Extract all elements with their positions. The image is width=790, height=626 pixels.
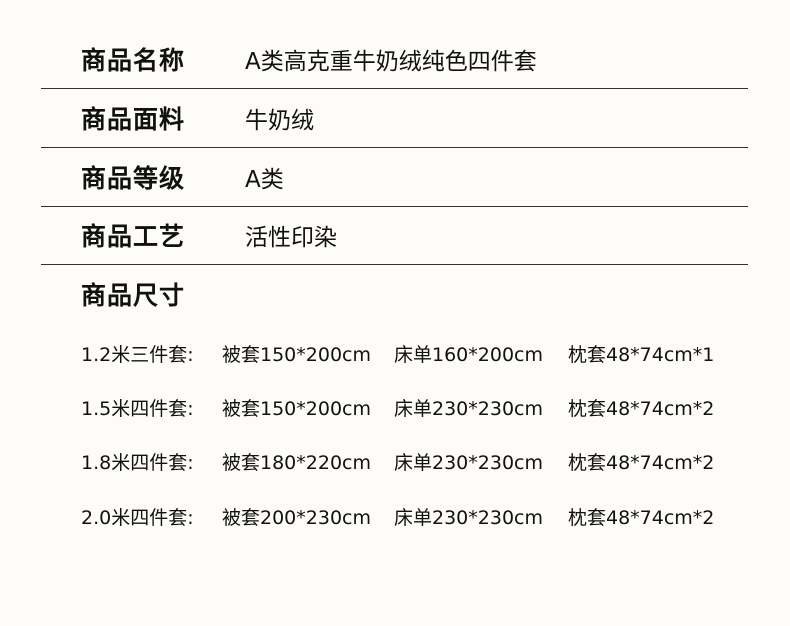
pillow-size: 枕套48*74cm*2	[568, 452, 715, 474]
pillow-size: 枕套48*74cm*1	[568, 344, 715, 366]
sheet-size: 床单230*230cm	[394, 507, 543, 529]
sheet-size: 床单230*230cm	[394, 452, 543, 474]
sheet-size: 床单160*200cm	[394, 344, 543, 366]
spec-label: 商品面料	[81, 105, 186, 134]
spec-row-craft: 商品工艺 活性印染	[41, 206, 748, 265]
spec-row-name: 商品名称 A类高克重牛奶绒纯色四件套	[41, 30, 748, 89]
spec-row-fabric: 商品面料 牛奶绒	[41, 89, 748, 148]
spec-value: 牛奶绒	[245, 108, 314, 134]
pillow-size: 枕套48*74cm*2	[568, 398, 715, 420]
set-name: 1.5米四件套:	[81, 398, 194, 420]
spec-label: 商品工艺	[81, 222, 186, 251]
spec-value: A类高克重牛奶绒纯色四件套	[245, 49, 537, 75]
spec-row-grade: 商品等级 A类	[41, 148, 748, 207]
duvet-size: 被套150*200cm	[222, 398, 371, 420]
spec-label: 商品名称	[81, 46, 186, 75]
pillow-size: 枕套48*74cm*2	[568, 507, 715, 529]
set-name: 1.8米四件套:	[81, 452, 194, 474]
set-name: 1.2米三件套:	[81, 344, 194, 366]
sheet-size: 床单230*230cm	[394, 398, 543, 420]
spec-value: 活性印染	[245, 225, 337, 251]
spec-row-sizes: 商品尺寸	[41, 265, 748, 323]
spec-label: 商品尺寸	[81, 281, 186, 310]
spec-value: A类	[245, 167, 284, 193]
spec-label: 商品等级	[81, 164, 186, 193]
duvet-size: 被套180*220cm	[222, 452, 371, 474]
duvet-size: 被套200*230cm	[222, 507, 371, 529]
set-name: 2.0米四件套:	[81, 507, 194, 529]
duvet-size: 被套150*200cm	[222, 344, 371, 366]
